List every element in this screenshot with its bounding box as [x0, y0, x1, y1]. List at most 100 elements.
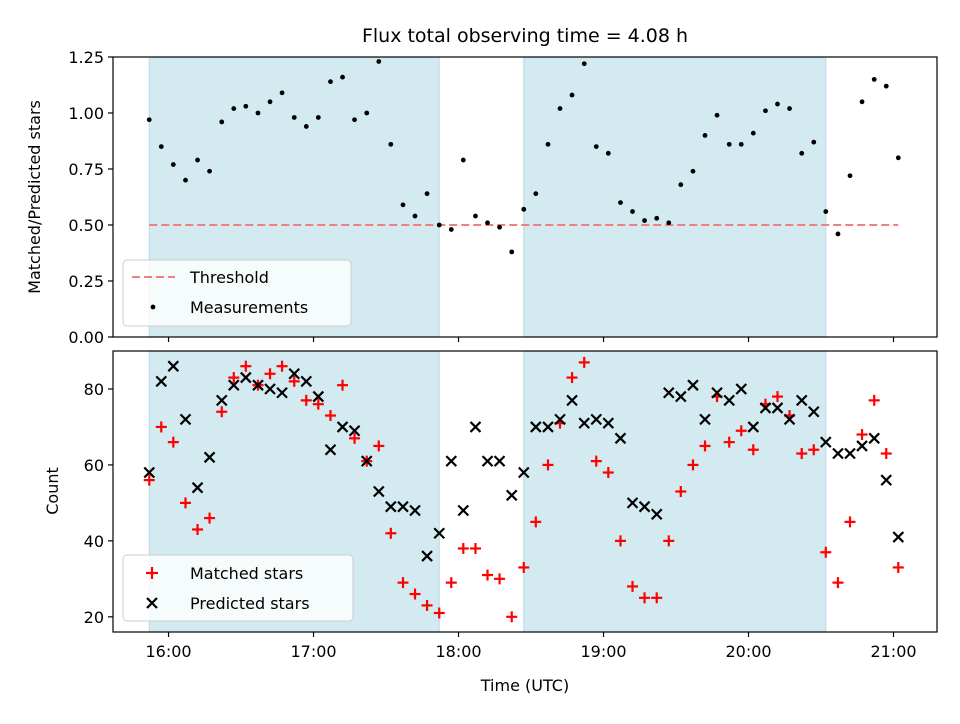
x-tick-label: 17:00: [290, 642, 336, 661]
predicted-star-point: [469, 421, 482, 433]
predicted-star-point: [421, 550, 433, 562]
measurement-point: [763, 108, 768, 114]
matched-star-point: [506, 611, 518, 623]
predicted-star-point: [554, 413, 566, 426]
predicted-star-point: [228, 379, 240, 391]
predicted-star-point: [699, 413, 711, 426]
measurement-point: [158, 144, 164, 150]
matched-star-point: [167, 436, 179, 448]
measurement-point: [618, 200, 623, 206]
measurement-point: [726, 141, 732, 147]
matched-star-point: [409, 588, 421, 600]
matched-star-point: [204, 512, 216, 524]
bottom-legend-box: [122, 554, 354, 622]
measurement-point: [170, 162, 176, 167]
x-tick-label: 18:00: [435, 642, 481, 661]
measurement-point: [448, 227, 454, 232]
bottom-plot-frame: [112, 350, 938, 633]
measurement-point: [883, 83, 889, 89]
predicted-star-point: [481, 455, 494, 467]
measurement-point: [569, 92, 575, 98]
top-y-tick-label: 0.50: [68, 216, 104, 235]
measurement-point: [509, 249, 515, 255]
matched-star-point: [892, 561, 904, 573]
legend-matched-label: Matched stars: [190, 564, 303, 583]
measurement-point: [799, 150, 805, 156]
predicted-star-point: [167, 360, 180, 372]
predicted-star-point: [783, 413, 796, 426]
measurement-point: [291, 115, 297, 120]
measurement-point: [690, 168, 696, 174]
predicted-star-point: [324, 443, 337, 456]
matched-star-point: [820, 546, 832, 558]
predicted-star-point: [360, 455, 373, 467]
predicted-star-point: [892, 531, 905, 543]
measurement-point: [352, 117, 357, 123]
chart-title: Flux total observing time = 4.08 h: [362, 25, 688, 47]
legend-threshold-label: Threshold: [189, 268, 269, 287]
measurement-point: [823, 209, 829, 214]
top-plot-frame: [112, 56, 938, 338]
top-y-tick-label: 0.25: [68, 272, 104, 291]
predicted-star-point: [675, 390, 687, 403]
bottom-y-tick-label: 80: [84, 380, 104, 399]
bottom-y-tick-label: 40: [84, 532, 104, 551]
measurement-point: [219, 119, 225, 125]
predicted-star-point: [240, 371, 252, 384]
matched-star-point: [288, 375, 300, 387]
x-tick-label: 19:00: [580, 642, 626, 661]
matched-star-point: [699, 440, 711, 452]
measurement-point: [497, 224, 502, 230]
predicted-star-point: [735, 383, 748, 395]
predicted-star-point: [445, 455, 458, 467]
top-y-axis-ticks: 0.00 0.25 0.50 0.75 1.00 1.25: [68, 48, 113, 347]
predicted-star-point: [530, 421, 542, 433]
matched-star-point: [216, 406, 228, 418]
measurement-point: [460, 157, 466, 163]
matched-star-point: [457, 542, 469, 554]
matched-star-point: [421, 599, 433, 611]
matched-star-point: [312, 398, 324, 410]
legend-predicted-label: Predicted stars: [190, 594, 310, 613]
top-y-tick-label: 0.00: [68, 328, 104, 347]
predicted-star-point: [155, 375, 168, 388]
matched-star-point: [445, 577, 457, 589]
predicted-star-point: [143, 466, 156, 479]
measurement-point: [642, 218, 647, 223]
measurement-point: [859, 99, 865, 105]
bottom-shaded-span-1: [523, 350, 827, 633]
measurement-point: [654, 215, 660, 221]
matched-star-point: [373, 440, 385, 452]
measurement-point: [557, 106, 563, 111]
measurement-point: [412, 213, 418, 219]
predicted-star-point: [264, 383, 276, 395]
predicted-star-point: [832, 447, 844, 460]
measurement-point: [303, 124, 309, 129]
measurement-point: [146, 117, 152, 123]
predicted-star-point: [312, 390, 325, 403]
predicted-star-point: [336, 421, 349, 433]
measurement-point: [340, 74, 345, 80]
predicted-star-point: [517, 466, 530, 479]
measurement-point: [255, 110, 261, 116]
predicted-star-point: [759, 402, 772, 414]
predicted-star-point: [590, 413, 603, 426]
measurement-point: [702, 133, 708, 138]
matched-star-point: [397, 577, 409, 589]
predicted-star-point: [578, 417, 591, 429]
bottom-y-tick-label: 20: [84, 608, 104, 627]
measurement-point: [231, 106, 237, 111]
predicted-star-point: [409, 504, 421, 517]
measurement-point: [279, 90, 285, 96]
matched-star-point: [578, 356, 590, 368]
measurement-point: [630, 209, 635, 214]
predicted-star-point: [288, 368, 301, 380]
matched-star-point: [651, 592, 663, 604]
measurement-point: [775, 101, 780, 107]
matched-star-point: [494, 573, 506, 585]
predicted-star-point: [638, 500, 651, 513]
matched-star-point: [590, 455, 602, 467]
measurement-point: [400, 202, 406, 208]
top-y-tick-label: 1.25: [68, 48, 104, 67]
